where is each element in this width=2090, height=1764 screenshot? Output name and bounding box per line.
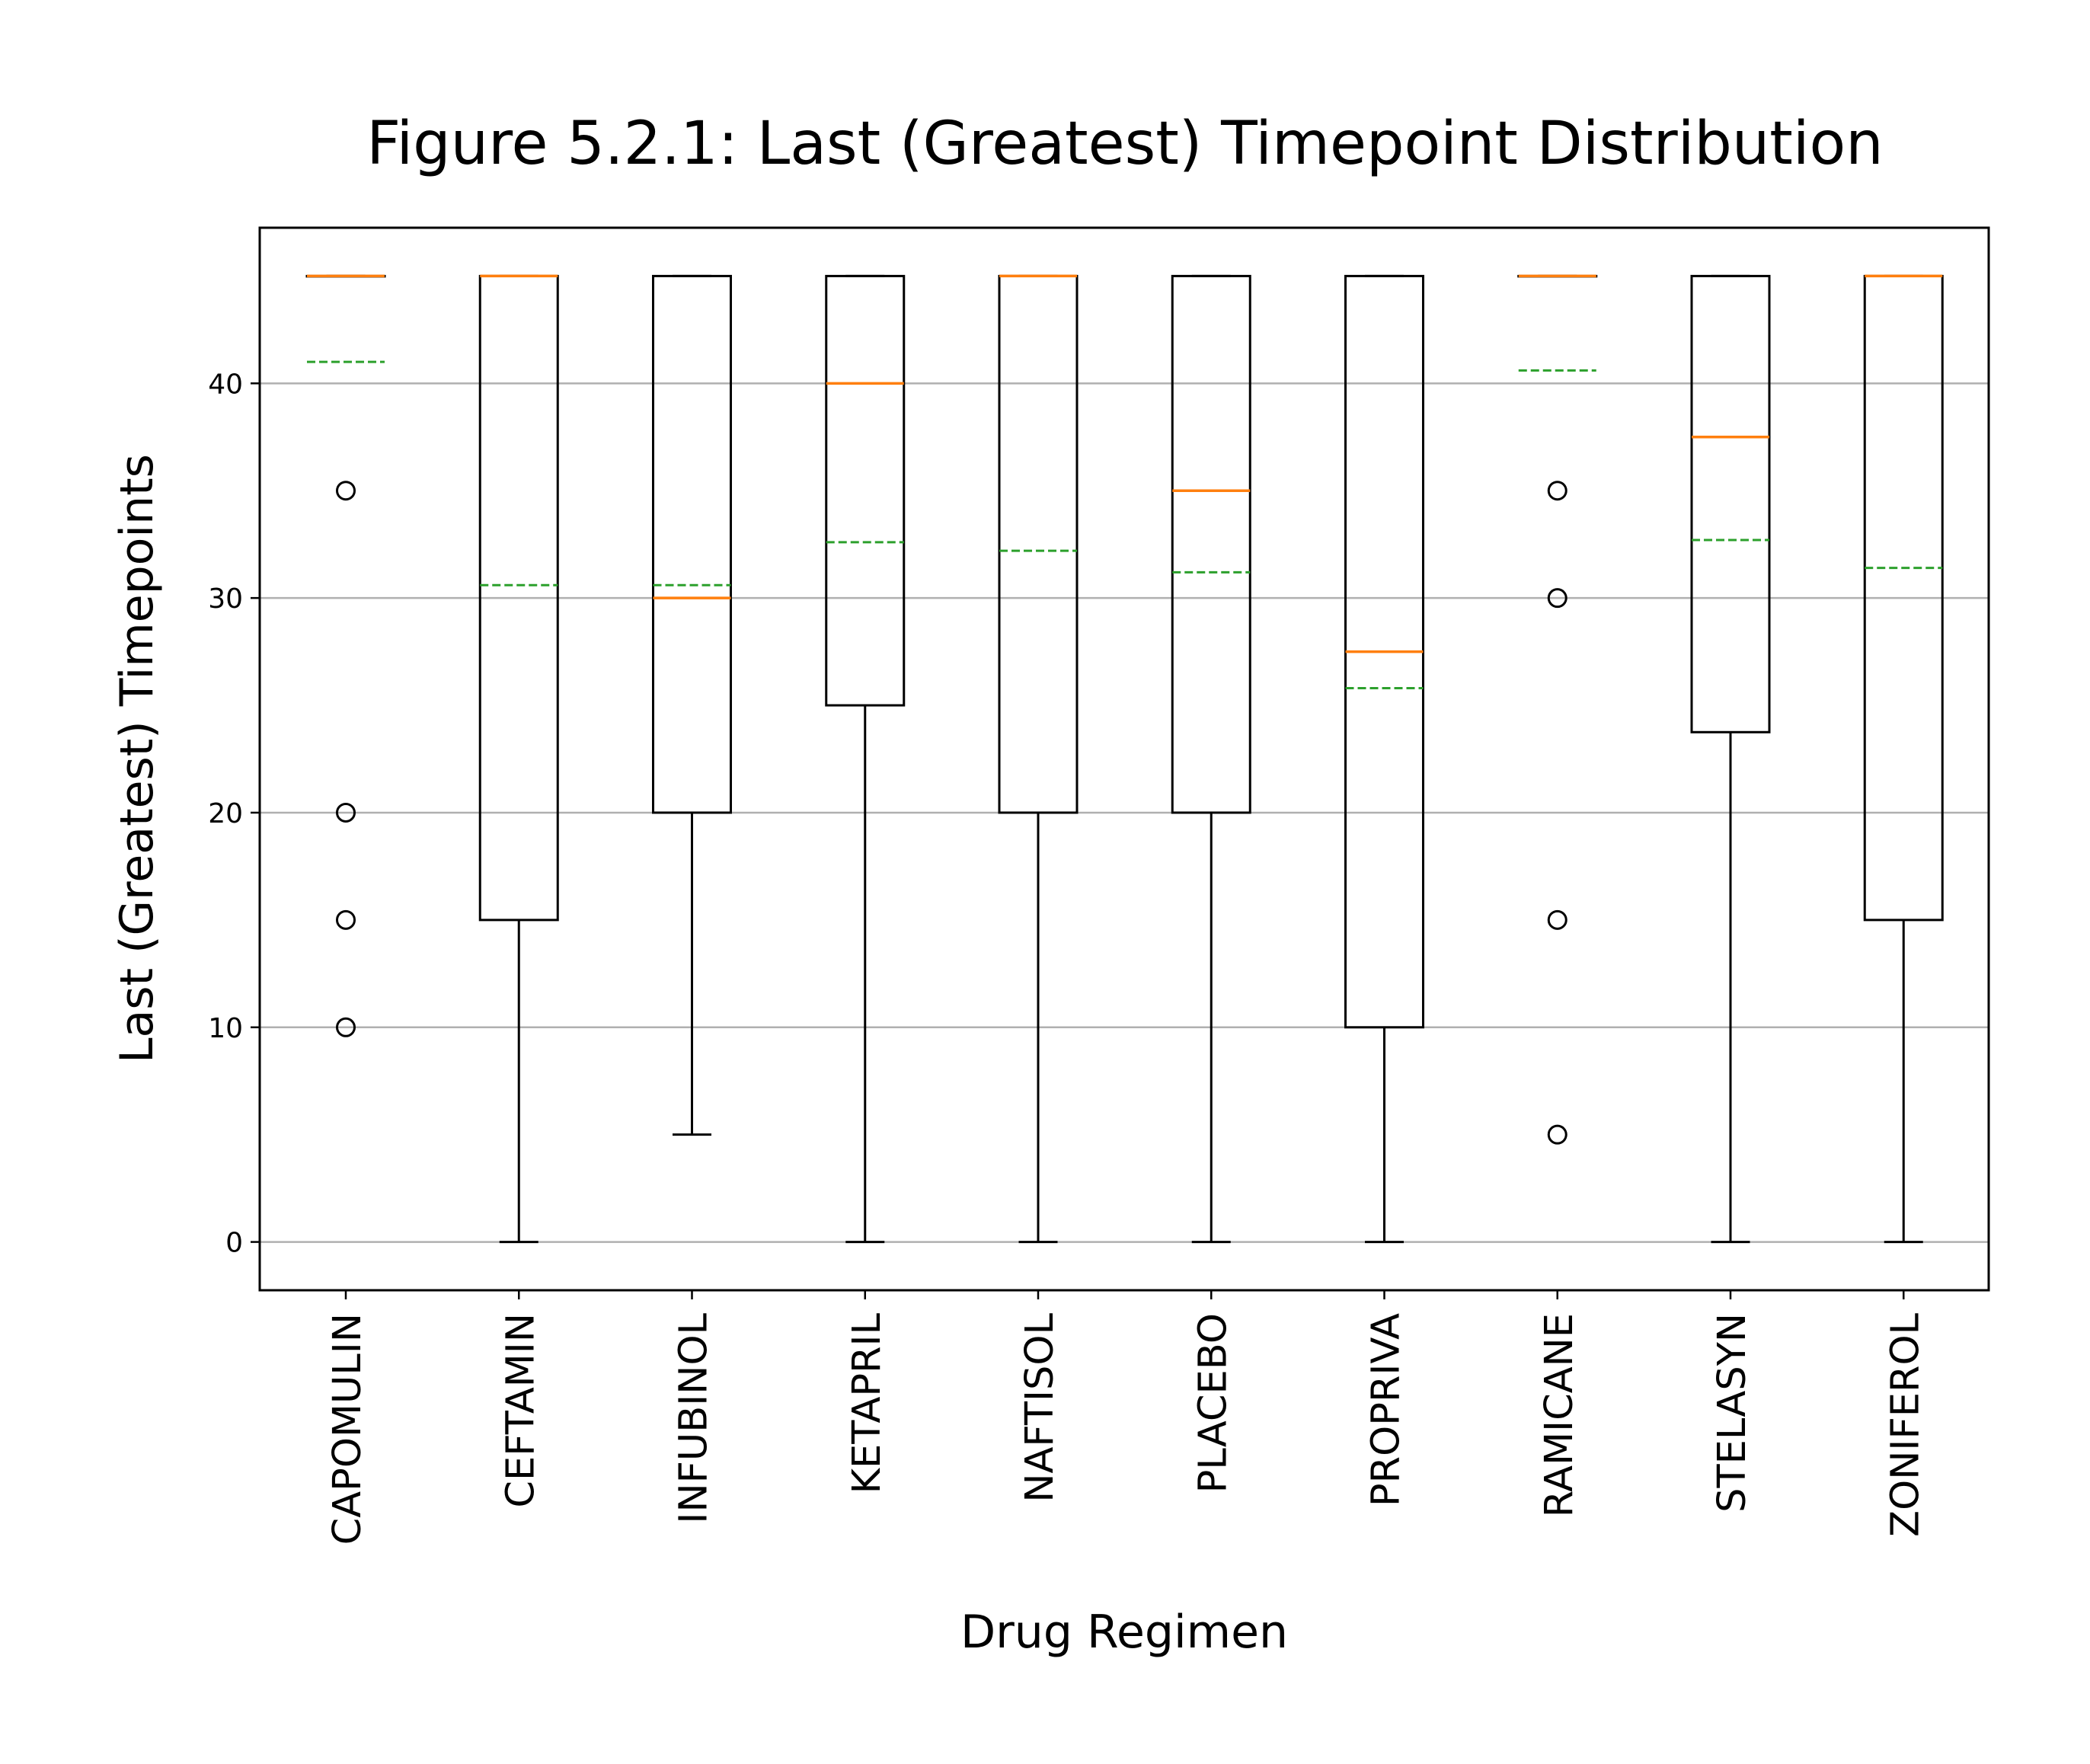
outlier-point xyxy=(1547,481,1568,501)
y-tick-label: 0 xyxy=(225,1228,243,1259)
box-ketapril xyxy=(825,274,906,1244)
outlier-point xyxy=(1547,588,1568,609)
iqr-box xyxy=(652,274,732,814)
outlier-point xyxy=(336,1017,356,1037)
box-infubinol xyxy=(652,274,732,1136)
outlier-point xyxy=(336,802,356,823)
x-tick-label: PLACEBO xyxy=(1190,1313,1235,1493)
box-capomulin xyxy=(305,274,386,1037)
y-axis-label: Last (Greatest) Timepoints xyxy=(110,454,164,1063)
box-zoniferol xyxy=(1863,274,1944,1244)
x-tick-label: CEFTAMIN xyxy=(498,1313,543,1508)
outlier-point xyxy=(1547,1124,1568,1145)
x-tick-label: INFUBINOL xyxy=(672,1312,717,1523)
outlier-point xyxy=(1547,909,1568,930)
x-axis-ticks: CAPOMULIN CEFTAMIN INFUBINOL KETAPRIL NAFTIS… xyxy=(325,1290,1928,1545)
box-placebo xyxy=(1171,274,1251,1244)
box-propriva xyxy=(1344,274,1424,1244)
x-tick-label: NAFTISOL xyxy=(1018,1312,1063,1502)
y-tick-label: 30 xyxy=(208,583,243,615)
box-ramicane xyxy=(1517,274,1598,1145)
x-tick-label: STELASYN xyxy=(1710,1313,1755,1513)
box-ceftamin xyxy=(478,274,559,1244)
iqr-box xyxy=(1690,274,1771,733)
x-tick-label: PROPRIVA xyxy=(1364,1313,1409,1507)
x-axis-label: Drug Regimen xyxy=(960,1606,1288,1659)
y-tick-label: 20 xyxy=(208,798,243,829)
iqr-box xyxy=(1171,274,1251,814)
box-series xyxy=(305,274,1944,1244)
grid-lines xyxy=(260,382,1989,1243)
y-tick-label: 40 xyxy=(208,369,243,400)
x-tick-label: RAMICANE xyxy=(1537,1313,1582,1517)
box-naftisol xyxy=(998,274,1079,1244)
x-tick-label: ZONIFEROL xyxy=(1883,1312,1928,1536)
iqr-box xyxy=(825,274,906,707)
outlier-point xyxy=(336,909,356,930)
outlier-point xyxy=(336,481,356,501)
plot-area-frame xyxy=(258,226,1990,1292)
x-tick-label: KETAPRIL xyxy=(845,1312,890,1494)
x-tick-label: CAPOMULIN xyxy=(325,1313,370,1545)
iqr-box xyxy=(998,274,1079,814)
box-stelasyn xyxy=(1690,274,1771,1244)
chart-title: Figure 5.2.1: Last (Greatest) Timepoint … xyxy=(366,110,1883,178)
y-axis-ticks: 0 10 20 30 40 xyxy=(208,369,260,1259)
y-tick-label: 10 xyxy=(208,1013,243,1044)
